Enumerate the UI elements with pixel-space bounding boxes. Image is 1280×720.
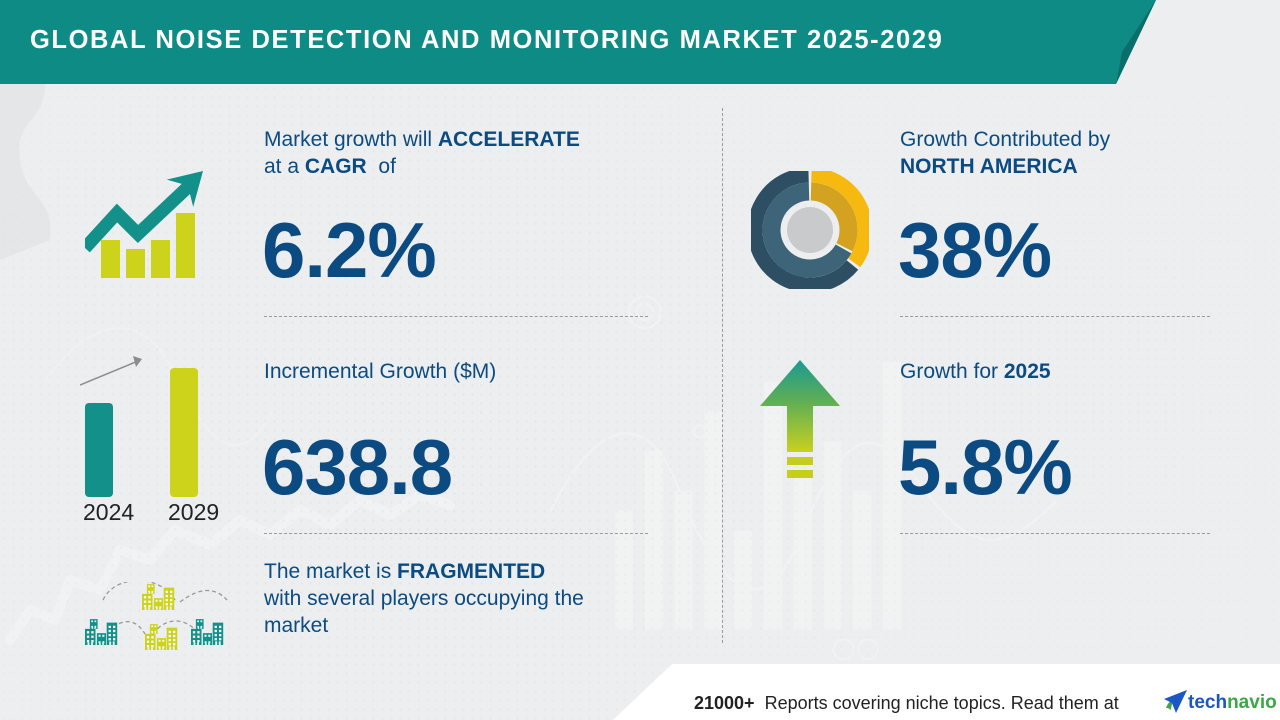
svg-text:2024: 2024 <box>83 499 134 525</box>
svg-text:2029: 2029 <box>168 499 219 525</box>
